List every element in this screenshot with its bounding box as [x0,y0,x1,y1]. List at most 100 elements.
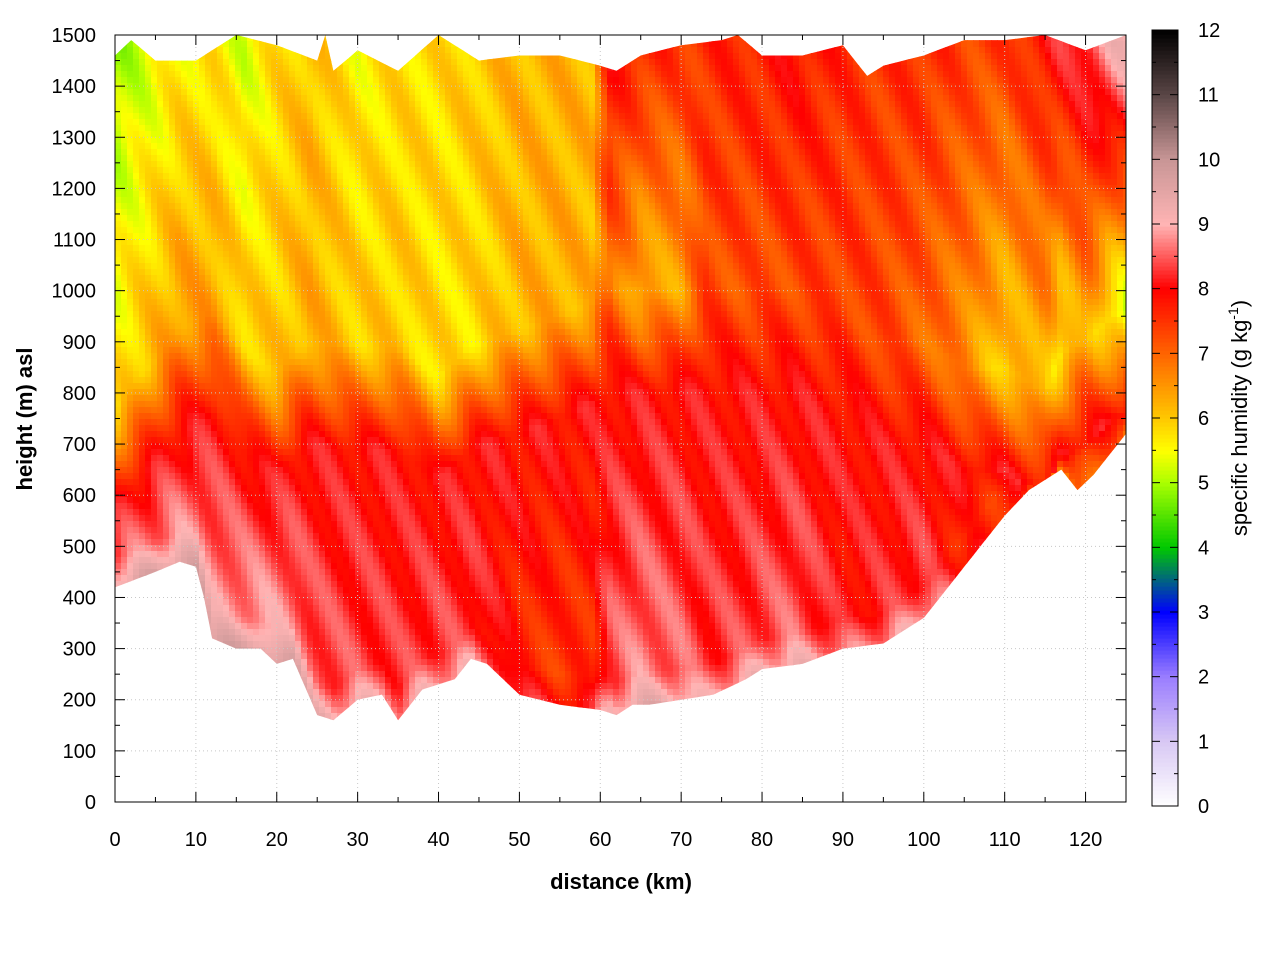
heat-cell [229,125,236,132]
heat-cell [175,323,182,330]
heat-cell [241,215,248,222]
heat-cell [295,551,302,558]
heat-cell [289,749,296,756]
heat-cell [157,329,164,336]
heat-cell [283,689,290,696]
heat-cell [175,683,182,690]
heat-cell [127,275,134,282]
heat-cell [139,407,146,414]
heat-cell [229,701,236,708]
heat-cell [223,83,230,90]
heat-cell [319,683,326,690]
heat-cell [151,227,158,234]
heat-cell [313,701,320,708]
heat-cell [277,287,284,294]
heat-cell [331,179,338,186]
heat-cell [265,239,272,246]
heat-cell [181,641,188,648]
heat-cell [199,575,206,582]
heat-cell [121,701,128,708]
heat-cell [205,545,212,552]
heat-cell [319,47,326,54]
heat-cell [157,785,164,792]
heat-cell [277,467,284,474]
heat-cell [301,89,308,96]
heat-cell [325,449,332,456]
heat-cell [325,677,332,684]
heat-cell [133,509,140,516]
heat-cell [301,683,308,690]
heat-cell [313,125,320,132]
heat-cell [199,599,206,606]
heat-cell [115,665,122,672]
heat-cell [127,305,134,312]
heat-cell [253,167,260,174]
heat-cell [289,143,296,150]
heat-cell [211,473,218,480]
heat-cell [169,677,176,684]
heat-cell [181,689,188,696]
heat-cell [181,401,188,408]
heat-cell [283,83,290,90]
heat-cell [283,281,290,288]
heat-cell [193,485,200,492]
heat-cell [229,35,236,42]
heat-cell [127,293,134,300]
heat-cell [283,593,290,600]
heat-cell [121,341,128,348]
heat-cell [253,575,260,582]
heat-cell [283,95,290,102]
heat-cell [205,341,212,348]
heat-cell [223,155,230,162]
heat-cell [259,185,266,192]
heat-cell [253,221,260,228]
heat-cell [181,371,188,378]
heat-cell [319,503,326,510]
heat-cell [343,377,350,384]
heat-cell [127,629,134,636]
heat-cell [217,551,224,558]
heat-cell [343,719,350,721]
heat-cell [217,497,224,504]
heat-cell [337,605,344,612]
heat-cell [181,515,188,522]
heat-cell [127,323,134,330]
heat-cell [115,635,122,642]
heat-cell [313,491,320,498]
heat-cell [235,617,242,624]
heat-cell [151,209,158,216]
heat-cell [139,611,146,618]
heat-cell [187,401,194,408]
heat-cell [133,215,140,222]
heat-cell [265,173,272,180]
heat-cell [187,551,194,558]
heat-cell [247,305,254,312]
heat-cell [343,743,350,750]
heat-cell [283,77,290,84]
heat-cell [217,341,224,348]
heat-cell [217,35,224,42]
heat-cell [193,569,200,576]
heat-cell [211,611,218,618]
heat-cell [277,623,284,630]
heat-cell [211,563,218,570]
heat-cell [247,455,254,462]
heat-cell [127,239,134,246]
heat-cell [145,275,152,282]
heat-cell [307,251,314,258]
heat-cell [283,611,290,618]
heat-cell [259,767,266,774]
heat-cell [313,407,320,414]
heat-cell [211,293,218,300]
heat-cell [283,311,290,318]
heat-cell [175,233,182,240]
heat-cell [151,281,158,288]
heat-cell [241,137,248,144]
heat-cell [199,185,206,192]
heat-cell [199,65,206,72]
heat-cell [331,233,338,240]
heat-cell [235,479,242,486]
heat-cell [247,167,254,174]
heat-cell [163,335,170,342]
heat-cell [253,707,260,714]
